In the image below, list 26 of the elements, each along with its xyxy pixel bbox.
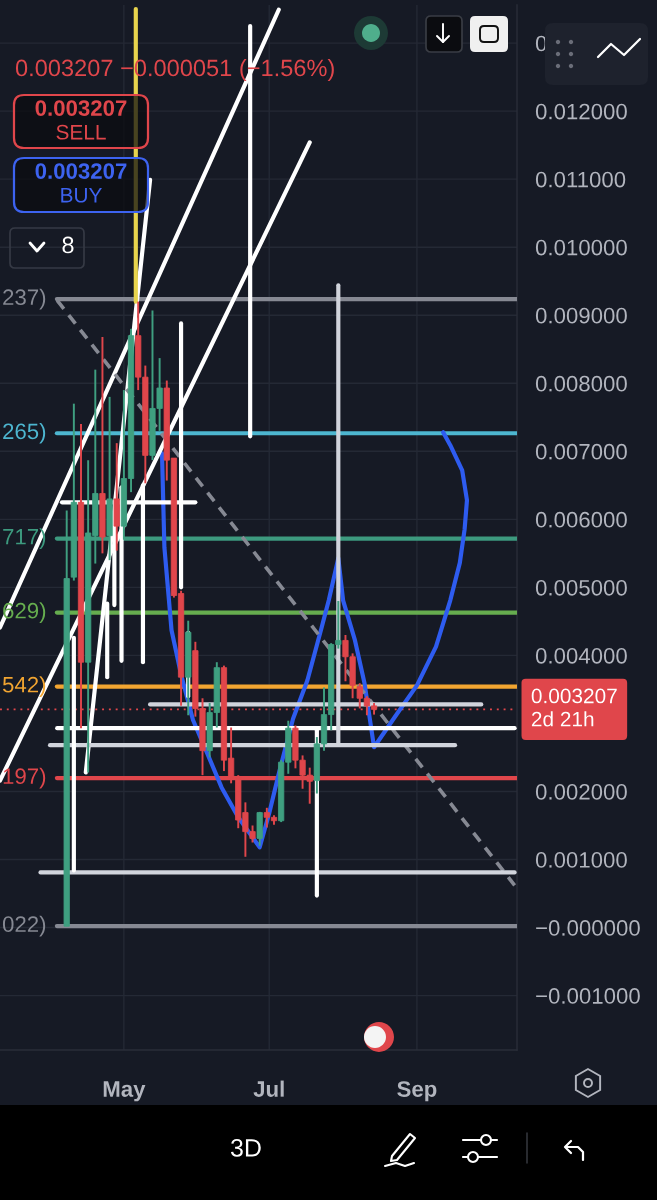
text: 3D bbox=[230, 1139, 261, 1157]
annotation: 8 bbox=[62, 236, 74, 254]
y-tick-label: −0.001000 bbox=[536, 988, 640, 1004]
y-tick-label: 0.004000 bbox=[535, 647, 627, 664]
y-tick-label: 0.001000 bbox=[535, 852, 627, 868]
annotation: 542) bbox=[2, 676, 46, 697]
y-tick-label: 0.006000 bbox=[535, 511, 627, 528]
y-tick-label: 0.010000 bbox=[535, 239, 627, 256]
y-tick-label: 0.008000 bbox=[535, 375, 627, 392]
x-tick-label: Sep bbox=[397, 1081, 437, 1102]
ref-line-label: 0.003207 2d 21h bbox=[531, 688, 617, 727]
annotation: 022) bbox=[2, 915, 46, 937]
y-tick-label: 0.005000 bbox=[535, 579, 627, 596]
y-tick-label: 0.002000 bbox=[535, 784, 627, 800]
annotation: 197) bbox=[3, 767, 46, 789]
annotation: 237) bbox=[3, 288, 46, 310]
annotation: 265) bbox=[3, 422, 46, 444]
y-tick-label: 0.009000 bbox=[535, 307, 627, 324]
x-tick-label: May bbox=[103, 1081, 146, 1102]
y-tick-label: 0.012000 bbox=[535, 103, 627, 120]
annotation: 0.003207 BUY bbox=[35, 163, 127, 203]
annotation: 0.003207 SELL bbox=[35, 100, 127, 140]
x-tick-label: Jul bbox=[253, 1080, 284, 1097]
y-tick-label: 0.011000 bbox=[535, 171, 626, 188]
y-tick-label: 0.007000 bbox=[535, 443, 627, 460]
y-tick-label: −0.000000 bbox=[536, 920, 640, 936]
